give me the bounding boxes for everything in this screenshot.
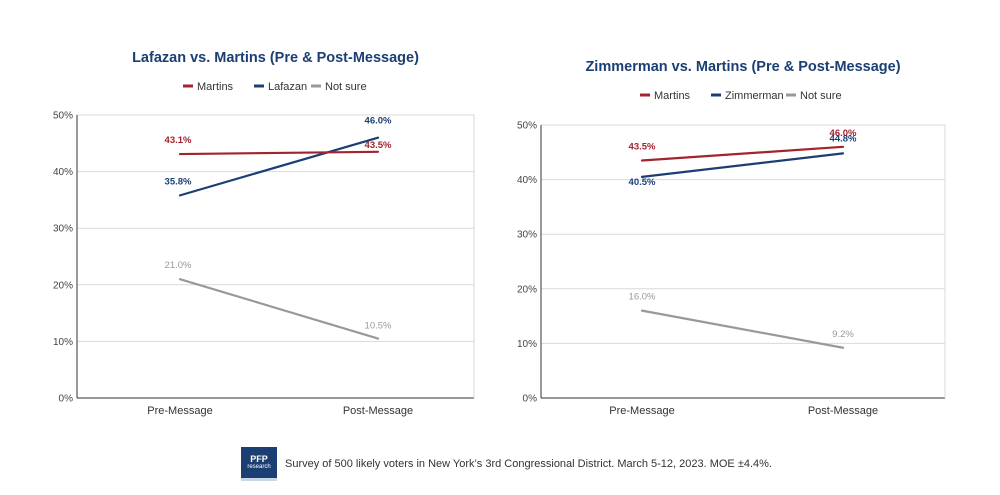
y-tick-label: 0%	[523, 394, 538, 405]
data-label: 10.5%	[365, 321, 392, 332]
data-label: 35.8%	[165, 176, 192, 187]
x-tick-label: Pre-Message	[609, 405, 674, 417]
data-label: 46.0%	[830, 128, 857, 139]
y-tick-label: 30%	[517, 230, 537, 241]
survey-footnote: Survey of 500 likely voters in New York’…	[285, 458, 772, 470]
y-tick-label: 40%	[53, 167, 73, 178]
y-tick-label: 10%	[517, 339, 537, 350]
data-label: 43.5%	[365, 140, 392, 151]
y-tick-label: 10%	[53, 337, 73, 348]
legend-label: Lafazan	[268, 81, 307, 93]
series-line-martins	[640, 145, 845, 162]
series-line-not-sure	[178, 278, 380, 340]
x-tick-label: Post-Message	[343, 405, 413, 417]
legend-label: Not sure	[800, 90, 842, 102]
pfp-research-logo: PFP research	[241, 447, 277, 481]
logo-text-pfp: PFP	[250, 454, 268, 464]
series-line-not-sure	[640, 309, 845, 349]
logo-text-research: research	[247, 464, 271, 470]
y-tick-label: 20%	[517, 284, 537, 295]
data-label: 46.0%	[365, 116, 392, 127]
legend-label: Martins	[197, 81, 234, 93]
chart-lafazan-vs-martins: Lafazan vs. Martins (Pre & Post-Message)…	[53, 50, 475, 417]
y-tick-label: 50%	[53, 111, 73, 122]
data-label: 43.1%	[165, 135, 192, 146]
footer: PFP research Survey of 500 likely voters…	[241, 447, 772, 481]
series-line-zimmerman	[640, 152, 845, 178]
data-label: 44.8%	[830, 133, 857, 144]
chart-title: Zimmerman vs. Martins (Pre & Post-Messag…	[585, 59, 900, 75]
legend-label: Not sure	[325, 81, 367, 93]
series-line-martins	[178, 150, 380, 156]
data-label: 21.0%	[165, 260, 192, 271]
y-tick-label: 0%	[59, 394, 74, 405]
data-label: 9.2%	[832, 329, 854, 340]
y-tick-label: 20%	[53, 280, 73, 291]
series-line-lafazan	[178, 136, 380, 197]
data-label: 16.0%	[629, 292, 656, 303]
y-tick-label: 30%	[53, 224, 73, 235]
x-tick-label: Pre-Message	[147, 405, 212, 417]
data-label: 40.5%	[629, 177, 656, 188]
x-tick-label: Post-Message	[808, 405, 878, 417]
data-label: 43.5%	[629, 141, 656, 152]
y-tick-label: 50%	[517, 121, 537, 132]
chart-zimmerman-vs-martins: Zimmerman vs. Martins (Pre & Post-Messag…	[517, 59, 946, 417]
legend-label: Zimmerman	[725, 90, 784, 102]
y-tick-label: 40%	[517, 175, 537, 186]
legend-label: Martins	[654, 90, 691, 102]
chart-title: Lafazan vs. Martins (Pre & Post-Message)	[132, 50, 419, 66]
